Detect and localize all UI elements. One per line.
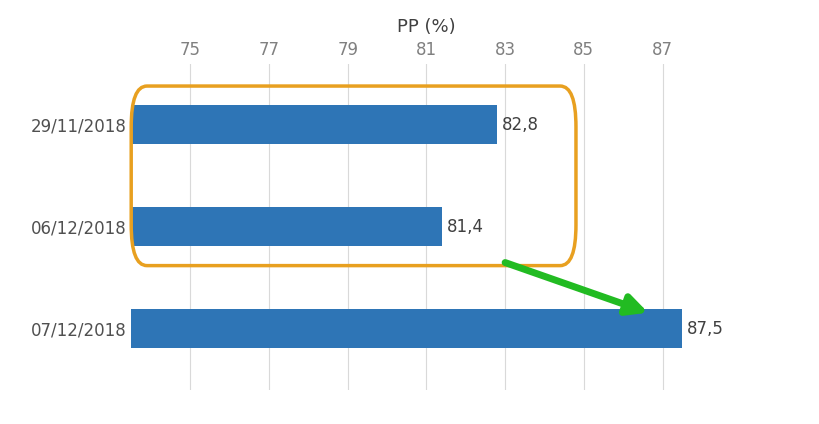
X-axis label: PP (%): PP (%): [396, 18, 455, 36]
Bar: [131, 310, 681, 348]
Bar: [131, 207, 441, 246]
Bar: [131, 106, 496, 144]
Text: 87,5: 87,5: [686, 320, 723, 338]
FancyArrowPatch shape: [505, 262, 640, 312]
Text: 82,8: 82,8: [501, 116, 538, 134]
Text: 81,4: 81,4: [446, 218, 483, 236]
